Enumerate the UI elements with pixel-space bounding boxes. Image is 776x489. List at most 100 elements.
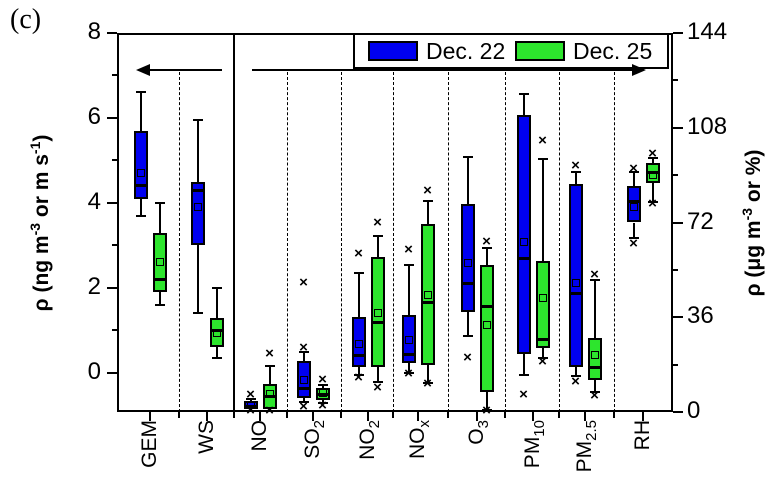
x-category-label-subscript: 2 <box>311 420 329 429</box>
box-GEM-dec25 <box>152 232 167 293</box>
whisker-cap-upper-PM10-dec22 <box>518 92 529 95</box>
right-axis-tick-label: 108 <box>687 112 728 140</box>
whisker-cap-upper-PM2.5-dec25 <box>589 279 600 282</box>
whisker-lower-O3-dec22 <box>466 311 469 336</box>
x-category-label-text: GEM <box>138 420 161 468</box>
whisker-cap-upper-NO-dec25 <box>264 364 275 367</box>
median-PM10-dec22 <box>516 256 531 260</box>
right-arrow-line <box>252 69 632 71</box>
whisker-cap-lower-NOx-dec22 <box>403 371 414 374</box>
right-axis-title: ρ (μg m-3 or %) <box>734 73 765 373</box>
whisker-cap-upper-SO2-dec22 <box>298 350 309 353</box>
whisker-lower-GEM-dec25 <box>158 292 161 305</box>
whisker-cap-upper-PM10-dec25 <box>537 158 548 161</box>
whisker-upper-PM2.5-dec25 <box>593 280 596 339</box>
whisker-cap-lower-WS-dec25 <box>211 357 222 360</box>
whisker-cap-upper-NO-dec22 <box>245 397 256 400</box>
right-axis-minor-tick <box>673 268 678 271</box>
outlier-mark-NOx-dec25: × <box>423 181 432 199</box>
whisker-lower-RH-dec25 <box>651 183 654 202</box>
left-axis-minor-tick <box>112 159 117 162</box>
whisker-lower-GEM-dec22 <box>139 198 142 216</box>
whisker-upper-GEM-dec25 <box>158 202 161 233</box>
whisker-cap-lower-WS-dec22 <box>192 312 203 315</box>
median-RH-dec22 <box>626 199 641 203</box>
outlier-mark-PM10-dec25: × <box>538 131 547 149</box>
outlier-mark-RH-dec22: × <box>629 234 638 252</box>
outlier-mark-O3-dec25: × <box>482 233 491 251</box>
outlier-mark-SO2-dec22: × <box>299 274 308 292</box>
mean-marker-RH-dec22 <box>629 202 638 211</box>
whisker-upper-GEM-dec22 <box>139 92 142 131</box>
median-PM2.5-dec25 <box>587 365 602 369</box>
mean-marker-GEM-dec25 <box>155 258 164 267</box>
x-category-label: PM2.5 <box>573 420 600 489</box>
x-axis-major-tick <box>367 412 369 421</box>
whisker-lower-O3-dec25 <box>485 391 488 410</box>
whisker-lower-RH-dec22 <box>632 222 635 239</box>
category-separator <box>393 72 394 412</box>
outlier-mark-SO2-dec22: × <box>299 397 308 415</box>
mean-marker-RH-dec25 <box>648 171 657 180</box>
x-axis-major-tick <box>259 412 261 421</box>
whisker-cap-lower-SO2-dec22 <box>298 400 309 403</box>
outlier-mark-PM2.5-dec22: × <box>571 156 580 174</box>
whisker-upper-RH-dec25 <box>651 158 654 164</box>
x-category-label-subscript: 2 <box>366 420 384 429</box>
x-category-label: O3 <box>465 420 492 489</box>
whisker-lower-PM2.5-dec25 <box>593 380 596 392</box>
right-axis-minor-tick <box>673 174 678 177</box>
median-WS-dec22 <box>190 188 205 192</box>
whisker-cap-upper-NO2-dec22 <box>353 271 364 274</box>
whisker-cap-upper-GEM-dec22 <box>135 91 146 94</box>
whisker-cap-lower-RH-dec25 <box>647 200 658 203</box>
mean-marker-GEM-dec22 <box>136 169 145 178</box>
axis-title-part: or %) <box>742 149 765 208</box>
x-category-label: NO <box>248 420 272 489</box>
x-axis-minor-tick <box>504 412 506 418</box>
median-O3-dec25 <box>479 305 494 309</box>
whisker-upper-PM10-dec25 <box>541 159 544 261</box>
left-axis-major-tick <box>107 32 117 34</box>
x-category-label: RH <box>631 420 655 489</box>
outlier-mark-NOx-dec22: × <box>404 364 413 382</box>
right-axis-major-tick <box>673 316 683 319</box>
whisker-cap-lower-PM2.5-dec22 <box>570 375 581 378</box>
x-axis-minor-tick <box>285 412 288 418</box>
whisker-cap-upper-WS-dec25 <box>211 286 222 289</box>
outlier-mark-NO-dec22: × <box>246 385 255 403</box>
whisker-cap-upper-NOx-dec25 <box>422 200 433 203</box>
mean-marker-SO2-dec22 <box>299 376 308 385</box>
whisker-cap-lower-O3-dec25 <box>481 408 492 411</box>
box-O3-dec22 <box>460 204 475 312</box>
axis-title-part: ) <box>30 134 53 142</box>
category-separator <box>447 72 449 412</box>
left-axis-tick-label: 6 <box>87 102 101 130</box>
mean-marker-SO2-dec25 <box>318 389 327 398</box>
whisker-cap-lower-NO2-dec22 <box>353 374 364 377</box>
whisker-lower-SO2-dec22 <box>302 398 305 402</box>
whisker-cap-lower-NOx-dec25 <box>422 382 433 385</box>
x-axis-minor-tick <box>232 412 235 418</box>
x-category-label-text: NO <box>406 427 429 460</box>
left-axis-major-tick <box>107 371 117 374</box>
whisker-upper-WS-dec22 <box>196 120 199 182</box>
median-NOx-dec22 <box>401 352 416 356</box>
box-GEM-dec22 <box>133 130 148 199</box>
whisker-lower-PM10-dec22 <box>522 354 525 376</box>
x-category-label-subscript: 10 <box>531 420 549 437</box>
whisker-cap-upper-WS-dec22 <box>192 119 203 122</box>
x-axis-major-tick <box>206 412 208 421</box>
median-GEM-dec25 <box>152 277 167 281</box>
left-axis-tick-label: 4 <box>87 187 101 215</box>
whisker-upper-PM2.5-dec22 <box>574 172 577 185</box>
median-NO-dec22 <box>243 404 258 408</box>
mean-marker-NO2-dec25 <box>373 309 382 318</box>
x-axis-major-tick <box>312 412 314 421</box>
outlier-mark-NOx-dec22: × <box>404 241 413 259</box>
right-axis-major-tick <box>673 126 683 129</box>
left-axis-minor-tick <box>112 74 117 77</box>
median-O3-dec22 <box>460 281 475 285</box>
mean-marker-NOx-dec25 <box>423 290 432 299</box>
